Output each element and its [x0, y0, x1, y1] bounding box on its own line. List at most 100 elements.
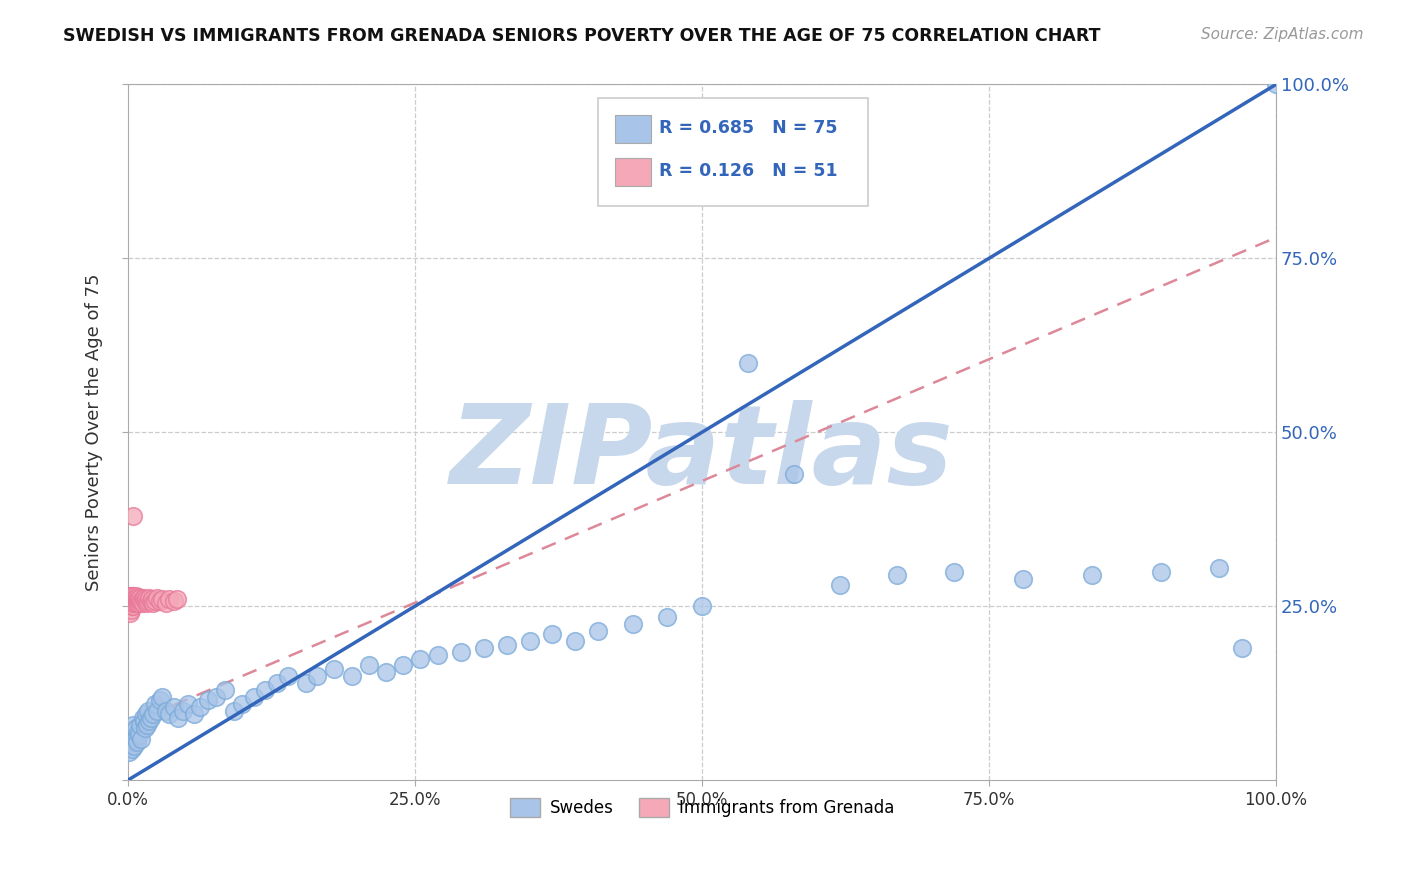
Point	[1208, 561, 1230, 575]
Point	[132, 714, 155, 728]
Point	[149, 594, 172, 608]
Point	[1081, 568, 1104, 582]
Point	[124, 589, 146, 603]
Point	[357, 658, 380, 673]
Point	[122, 735, 145, 749]
Point	[307, 669, 329, 683]
Point	[254, 682, 277, 697]
Point	[519, 634, 541, 648]
Point	[782, 467, 804, 482]
FancyBboxPatch shape	[599, 98, 869, 206]
Point	[118, 592, 141, 607]
Point	[138, 591, 160, 605]
FancyBboxPatch shape	[614, 158, 651, 186]
Point	[136, 704, 159, 718]
Point	[128, 596, 150, 610]
Point	[143, 697, 166, 711]
Point	[143, 594, 166, 608]
Y-axis label: Seniors Poverty Over the Age of 75: Seniors Poverty Over the Age of 75	[86, 274, 103, 591]
Point	[409, 651, 432, 665]
Point	[495, 638, 517, 652]
Point	[124, 596, 146, 610]
Point	[122, 717, 145, 731]
Point	[136, 596, 159, 610]
Point	[737, 356, 759, 370]
Point	[690, 599, 713, 614]
Point	[136, 717, 159, 731]
Point	[124, 721, 146, 735]
Point	[166, 592, 188, 607]
Point	[243, 690, 266, 704]
Point	[118, 746, 141, 760]
Point	[183, 707, 205, 722]
Point	[162, 700, 184, 714]
Point	[157, 707, 180, 722]
Point	[135, 707, 157, 722]
Point	[127, 724, 149, 739]
Text: R = 0.126   N = 51: R = 0.126 N = 51	[659, 162, 838, 180]
Point	[139, 594, 162, 608]
Point	[172, 704, 194, 718]
Point	[129, 594, 152, 608]
Point	[162, 594, 184, 608]
Point	[131, 711, 153, 725]
Point	[124, 596, 146, 610]
Point	[129, 591, 152, 605]
Point	[120, 589, 142, 603]
Point	[118, 596, 141, 610]
Point	[121, 742, 143, 756]
Point	[136, 594, 159, 608]
Point	[214, 682, 236, 697]
Point	[132, 591, 155, 605]
Point	[134, 721, 156, 735]
Point	[588, 624, 610, 638]
Point	[124, 592, 146, 607]
Point	[1012, 572, 1035, 586]
Point	[122, 592, 145, 607]
Point	[141, 592, 163, 607]
Text: R = 0.685   N = 75: R = 0.685 N = 75	[659, 120, 838, 137]
Point	[450, 644, 472, 658]
Point	[139, 711, 162, 725]
Point	[120, 724, 142, 739]
Point	[541, 627, 564, 641]
Point	[266, 676, 288, 690]
Point	[131, 592, 153, 607]
Point	[120, 739, 142, 753]
Point	[122, 599, 145, 614]
Point	[124, 739, 146, 753]
Point	[188, 700, 211, 714]
Point	[122, 589, 145, 603]
Point	[125, 591, 148, 605]
Point	[564, 634, 586, 648]
Point	[121, 589, 143, 603]
Point	[294, 676, 316, 690]
Point	[205, 690, 228, 704]
Text: Source: ZipAtlas.com: Source: ZipAtlas.com	[1201, 27, 1364, 42]
Point	[120, 592, 142, 607]
Point	[118, 599, 141, 614]
Point	[472, 641, 495, 656]
Text: ZIPatlas: ZIPatlas	[450, 400, 953, 507]
Point	[277, 669, 299, 683]
Point	[122, 596, 145, 610]
Point	[150, 690, 173, 704]
Point	[149, 693, 172, 707]
Point	[122, 508, 145, 523]
Point	[177, 697, 200, 711]
Point	[120, 596, 142, 610]
Point	[621, 616, 644, 631]
Point	[121, 592, 143, 607]
Point	[121, 599, 143, 614]
Point	[125, 596, 148, 610]
Point	[167, 711, 190, 725]
Point	[657, 609, 679, 624]
Point	[128, 592, 150, 607]
Point	[886, 568, 908, 582]
Point	[426, 648, 449, 662]
Point	[131, 594, 153, 608]
Point	[197, 693, 219, 707]
Point	[155, 596, 177, 610]
Point	[118, 589, 141, 603]
Point	[125, 735, 148, 749]
